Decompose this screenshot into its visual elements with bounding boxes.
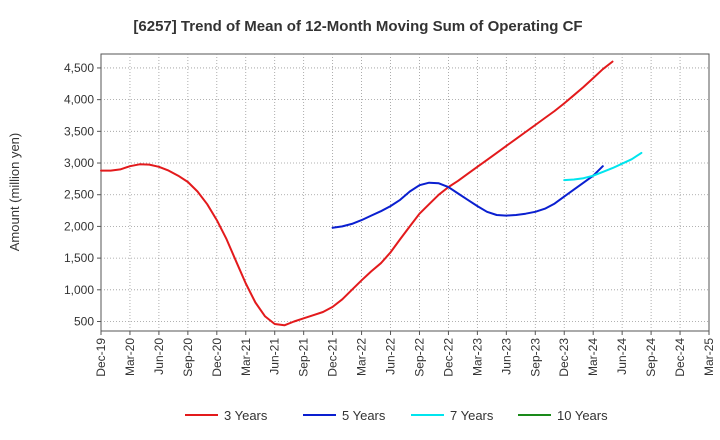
x-tick-label: Jun-21 <box>268 338 282 375</box>
x-tick-label: Jun-22 <box>384 338 398 375</box>
x-tick-label: Sep-23 <box>528 338 542 377</box>
x-tick-label: Mar-21 <box>239 338 253 376</box>
x-tick-label: Sep-21 <box>297 338 311 377</box>
x-axis: Dec-19 Mar-20 Jun-20 Sep-20 Dec-20 Mar-21 Jun-… <box>94 331 716 377</box>
series-group <box>100 60 643 327</box>
x-tick-label: Dec-19 <box>94 338 108 377</box>
legend-label-10-years: 10 Years <box>557 408 608 423</box>
x-tick-label: Mar-23 <box>470 338 484 376</box>
legend: 3 Years 5 Years 7 Years 10 Years <box>185 408 608 423</box>
plot-area <box>100 53 710 332</box>
x-tick-label: Dec-23 <box>557 338 571 377</box>
y-tick-label: 3,500 <box>64 124 94 138</box>
x-tick-label: Dec-24 <box>673 338 687 377</box>
series-line-7-years <box>563 151 643 182</box>
legend-label-5-years: 5 Years <box>342 408 386 423</box>
chart-title: [6257] Trend of Mean of 12-Month Moving … <box>133 18 582 35</box>
y-axis-label: Amount (million yen) <box>7 133 22 252</box>
x-tick-label: Dec-22 <box>441 338 455 377</box>
x-tick-label: Mar-24 <box>586 338 600 376</box>
y-tick-label: 2,500 <box>64 188 94 202</box>
y-tick-label: 4,000 <box>64 93 94 107</box>
x-tick-label: Mar-25 <box>702 338 716 376</box>
y-tick-label: 1,500 <box>64 251 94 265</box>
x-tick-label: Dec-20 <box>210 338 224 377</box>
legend-label-7-years: 7 Years <box>450 408 494 423</box>
x-tick-label: Dec-21 <box>326 338 340 377</box>
y-tick-label: 500 <box>74 314 94 328</box>
x-tick-label: Jun-20 <box>152 338 166 375</box>
x-tick-label: Sep-20 <box>181 338 195 377</box>
y-axis: 500 1,000 1,500 2,000 2,500 3,000 3,500 4,000 4,… <box>64 61 101 328</box>
x-tick-label: Sep-24 <box>644 338 658 377</box>
x-tick-label: Sep-22 <box>412 338 426 377</box>
legend-label-3-years: 3 Years <box>224 408 268 423</box>
x-tick-label: Jun-24 <box>615 338 629 375</box>
x-tick-label: Mar-22 <box>355 338 369 376</box>
y-tick-label: 2,000 <box>64 219 94 233</box>
series-line-3-years <box>100 60 614 327</box>
y-tick-label: 1,000 <box>64 283 94 297</box>
x-tick-label: Mar-20 <box>123 338 137 376</box>
x-tick-label: Jun-23 <box>499 338 513 375</box>
series-line-5-years <box>331 165 604 229</box>
y-tick-label: 3,000 <box>64 156 94 170</box>
plot-frame <box>100 53 710 332</box>
y-tick-label: 4,500 <box>64 61 94 75</box>
